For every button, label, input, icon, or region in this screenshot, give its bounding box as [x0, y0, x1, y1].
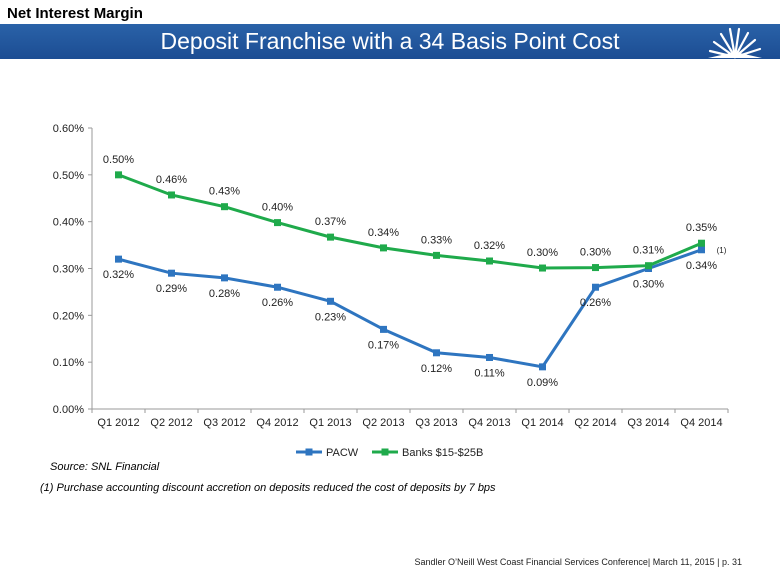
data-point: [539, 264, 546, 272]
data-point: [433, 349, 440, 357]
data-label: 0.31%: [633, 245, 664, 257]
x-tick-label: Q4 2014: [680, 417, 722, 429]
x-tick-label: Q1 2014: [521, 417, 563, 429]
x-tick-label: Q2 2013: [362, 417, 404, 429]
line-chart: 0.00% 0.10% 0.20% 0.30% 0.40% 0.50% 0.60% Q1 20…: [53, 123, 729, 459]
x-tick-label: Q1 2012: [97, 417, 139, 429]
data-point: [380, 325, 387, 333]
data-point: [168, 191, 175, 199]
data-point: [168, 269, 175, 277]
data-label: 0.23%: [315, 311, 346, 323]
legend-swatch-marker: [305, 448, 313, 456]
data-label: 0.40%: [262, 202, 293, 214]
data-label: 0.26%: [580, 297, 611, 309]
series-line-banks: [117, 173, 703, 270]
source-note: Source: SNL Financial: [50, 461, 160, 473]
y-tick-label: 0.00%: [53, 404, 84, 416]
sunburst-logo-icon: [708, 27, 762, 59]
data-point: [539, 363, 546, 371]
data-label: 0.30%: [527, 247, 558, 259]
data-point: [698, 246, 705, 254]
data-label: 0.26%: [262, 297, 293, 309]
title-banner: Deposit Franchise with a 34 Basis Point …: [0, 24, 780, 59]
data-point: [115, 171, 122, 179]
data-label: 0.12%: [421, 363, 452, 375]
data-label: 0.32%: [474, 240, 505, 252]
y-tick-label: 0.20%: [53, 310, 84, 322]
data-label: 0.28%: [209, 288, 240, 300]
y-tick-label: 0.30%: [53, 264, 84, 276]
data-label: 0.17%: [368, 339, 399, 351]
data-point: [592, 264, 599, 272]
x-tick-label: Q4 2013: [468, 417, 510, 429]
data-point: [221, 274, 228, 282]
data-point: [274, 219, 281, 227]
x-tick-label: Q4 2012: [256, 417, 298, 429]
data-label: 0.29%: [156, 283, 187, 295]
y-tick-label: 0.10%: [53, 357, 84, 369]
data-point: [486, 257, 493, 265]
data-label: 0.37%: [315, 216, 346, 228]
footer: Sandler O’Neill West Coast Financial Ser…: [414, 557, 743, 567]
data-point: [645, 262, 652, 270]
x-tick-label: Q2 2014: [574, 417, 616, 429]
x-tick-label: Q3 2014: [627, 417, 669, 429]
footnote: (1) Purchase accounting discount accreti…: [40, 482, 496, 494]
y-tick-label: 0.50%: [53, 170, 84, 182]
data-label: 0.35%: [686, 222, 717, 234]
data-label: 0.33%: [421, 234, 452, 246]
x-tick-label: Q3 2013: [415, 417, 457, 429]
data-point: [327, 297, 334, 305]
data-label: 0.32%: [103, 269, 134, 281]
data-point: [115, 255, 122, 263]
data-label: 0.50%: [103, 154, 134, 166]
data-label: 0.30%: [580, 247, 611, 259]
x-tick-label: Q1 2013: [309, 417, 351, 429]
data-point: [433, 251, 440, 259]
data-point: [221, 203, 228, 211]
section-title: Net Interest Margin: [7, 5, 143, 22]
data-label: 0.09%: [527, 377, 558, 389]
data-label: 0.11%: [474, 367, 505, 379]
data-point: [380, 244, 387, 252]
footnote-marker: (1): [717, 246, 727, 255]
legend-swatch-marker: [381, 448, 389, 456]
data-point: [698, 239, 705, 247]
data-label: 0.30%: [633, 279, 664, 291]
x-tick-label: Q2 2012: [150, 417, 192, 429]
legend-label: Banks $15-$25B: [402, 447, 483, 459]
y-tick-label: 0.60%: [53, 123, 84, 135]
legend-label: PACW: [326, 447, 359, 459]
series-line-pacw: [118, 248, 702, 369]
data-point: [327, 233, 334, 241]
data-label: 0.34%: [368, 227, 399, 239]
y-tick-label: 0.40%: [53, 217, 84, 229]
data-point: [486, 353, 493, 361]
data-label: 0.34%: [686, 260, 717, 272]
data-label: 0.43%: [209, 186, 240, 198]
x-tick-label: Q3 2012: [203, 417, 245, 429]
page-title: Deposit Franchise with a 34 Basis Point …: [160, 28, 620, 54]
data-point: [592, 283, 599, 291]
data-point: [274, 283, 281, 291]
data-label: 0.46%: [156, 174, 187, 186]
